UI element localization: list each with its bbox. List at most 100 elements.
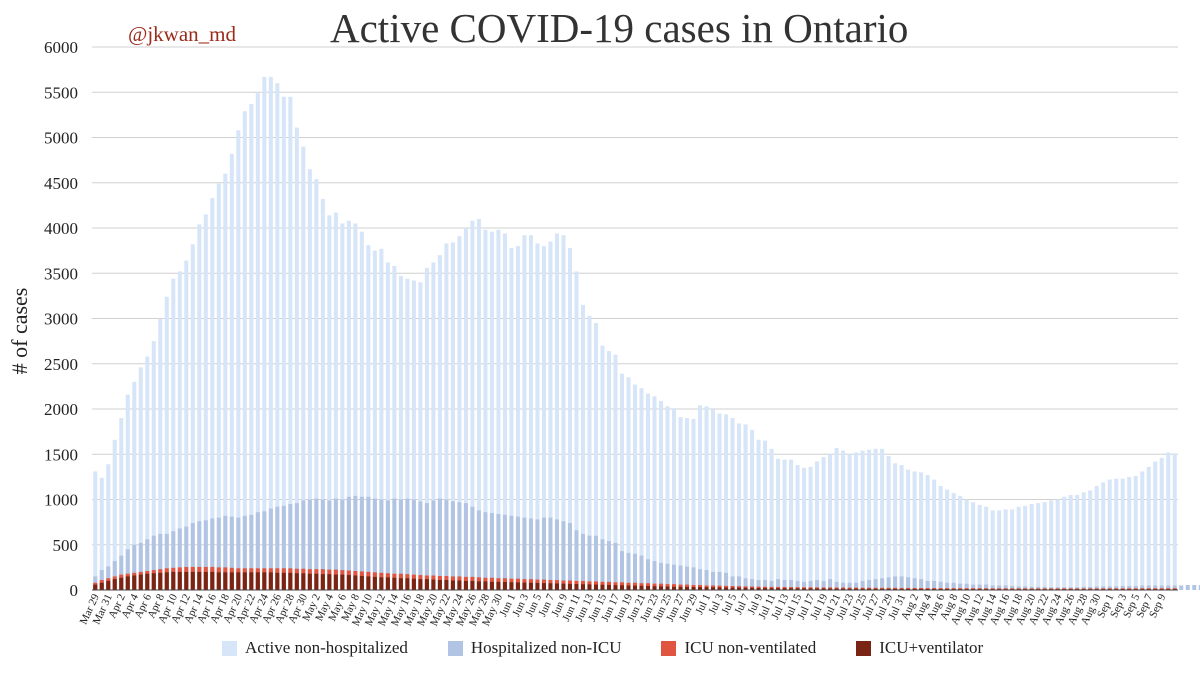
bar-active: [1023, 505, 1028, 590]
bar-icuvent: [522, 582, 527, 590]
bar-active: [405, 278, 410, 590]
bar-active: [626, 377, 631, 590]
bar-hosp: [327, 500, 332, 590]
bar-hosp: [711, 571, 716, 590]
bar-active: [724, 414, 729, 590]
bar-hosp: [197, 521, 202, 590]
bar-hosp: [1003, 585, 1008, 590]
bar-hosp: [1172, 585, 1177, 590]
bar-active: [945, 489, 950, 590]
bar-active: [288, 96, 293, 591]
bar-hosp: [1166, 585, 1171, 590]
bar-hosp: [945, 582, 950, 590]
bar-hosp: [255, 512, 260, 590]
bar-active: [932, 479, 937, 590]
bar-active: [704, 406, 709, 590]
bar-hosp: [444, 499, 449, 590]
bar-icuvent: [372, 576, 377, 590]
bar-icuvent: [821, 588, 826, 590]
bar-hosp: [860, 580, 865, 590]
bar-hosp: [314, 498, 319, 590]
bar-active: [672, 408, 677, 590]
bar-hosp: [847, 582, 852, 590]
bar-hosp: [379, 499, 384, 590]
bar-hosp: [691, 567, 696, 591]
bar-active: [119, 418, 124, 590]
bar-active: [535, 243, 540, 590]
bar-icuvent: [262, 572, 267, 590]
bar-hosp: [1010, 585, 1015, 590]
bar-icu: [1049, 588, 1054, 590]
bar-icuvent: [457, 580, 462, 590]
bar-active: [184, 260, 189, 590]
bar-active: [509, 247, 514, 590]
bar-hosp: [750, 579, 755, 590]
bar-active: [138, 367, 143, 590]
bar-icuvent: [880, 588, 885, 590]
bar-active: [977, 504, 982, 590]
bar-icuvent: [106, 580, 111, 590]
bar-active: [125, 394, 130, 590]
bar-active: [841, 450, 846, 590]
bar-active: [1062, 496, 1067, 590]
bar-icu: [1094, 588, 1099, 590]
bar-icuvent: [541, 583, 546, 590]
bar-hosp: [593, 535, 598, 590]
bar-icu: [951, 588, 956, 590]
bar-icuvent: [288, 572, 293, 590]
bar-icu: [1055, 588, 1060, 590]
bar-hosp: [1198, 585, 1200, 590]
bar-icuvent: [366, 576, 371, 590]
bar-active: [828, 454, 833, 590]
bar-hosp: [177, 528, 182, 590]
legend-label-icuvent: ICU+ventilator: [879, 638, 984, 657]
bar-hosp: [236, 517, 241, 590]
bar-hosp: [769, 580, 774, 590]
bar-hosp: [1120, 585, 1125, 590]
bar-active: [112, 439, 117, 590]
bar-active: [567, 247, 572, 590]
bar-hosp: [639, 555, 644, 590]
bar-active: [236, 130, 241, 590]
bar-icuvent: [281, 572, 286, 590]
bar-hosp: [203, 520, 208, 590]
bar-active: [678, 417, 683, 590]
y-axis-label: # of cases: [7, 287, 32, 375]
chart-title: Active COVID-19 cases in Ontario: [330, 5, 909, 51]
bar-hosp: [698, 569, 703, 590]
bar-icuvent: [223, 572, 228, 590]
bar-icuvent: [860, 588, 865, 590]
bar-active: [593, 323, 598, 590]
bar-active: [106, 464, 111, 590]
bar-icuvent: [567, 583, 572, 590]
bar-hosp: [912, 578, 917, 590]
y-axis-ticks: 0 500 1000 1500 2000 2500 3000 3500 4000 4500 5000…: [44, 38, 78, 600]
bar-hosp: [535, 519, 540, 590]
bar-hosp: [522, 517, 527, 590]
bar-hosp: [795, 580, 800, 590]
y-tick-label: 4000: [44, 219, 78, 238]
bar-icuvent: [502, 582, 507, 590]
bar-active: [659, 400, 664, 590]
bar-active: [522, 235, 527, 591]
bar-active: [450, 242, 455, 591]
bar-icuvent: [515, 582, 520, 590]
bar-active: [1088, 490, 1093, 590]
bar-active: [301, 146, 306, 591]
bar-active: [255, 93, 260, 591]
bar-hosp: [672, 564, 677, 590]
bar-icu: [1114, 588, 1119, 590]
bar-active: [1068, 494, 1073, 590]
bar-hosp: [1192, 585, 1197, 590]
bar-active: [1049, 500, 1054, 590]
bar-icuvent: [685, 586, 690, 590]
bar-icuvent: [756, 587, 761, 590]
bar-hosp: [567, 523, 572, 590]
bar-hosp: [437, 498, 442, 590]
bar-hosp: [834, 581, 839, 590]
legend-swatch-icuvent: [856, 640, 872, 656]
bar-hosp: [867, 580, 872, 590]
bar-active: [795, 465, 800, 590]
bar-icuvent: [119, 577, 124, 590]
bar-active: [1055, 499, 1060, 590]
